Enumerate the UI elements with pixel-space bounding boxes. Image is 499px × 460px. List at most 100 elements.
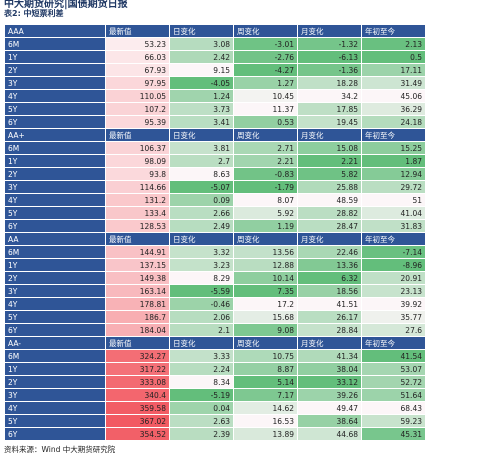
data-row: 4Y 178.81 -0.46 17.2 41.51 39.92 (4, 297, 426, 311)
tenor-label: 5Y (4, 310, 106, 324)
value-cell: 18.56 (297, 284, 362, 298)
value-cell: 33.12 (297, 375, 362, 389)
data-row: 6M 106.37 3.81 2.71 15.08 15.25 (4, 141, 426, 155)
value-cell: 7.35 (233, 284, 298, 298)
data-row: 5Y 107.2 3.73 11.37 17.85 36.29 (4, 102, 426, 116)
value-cell: 34.2 (297, 89, 362, 103)
column-header: 最新值 (105, 232, 170, 246)
column-header: 年初至今 (361, 336, 426, 350)
column-header: 周变化 (233, 24, 298, 38)
value-cell: 97.95 (105, 76, 170, 90)
value-cell: 10.75 (233, 349, 298, 363)
data-row: 6M 144.91 3.32 13.56 22.46 -7.14 (4, 245, 426, 259)
value-cell: 41.34 (297, 349, 362, 363)
value-cell: 186.7 (105, 310, 170, 324)
tenor-label: 6Y (4, 219, 106, 233)
value-cell: 0.09 (169, 193, 234, 207)
value-cell: 5.92 (233, 206, 298, 220)
tenor-label: 4Y (4, 401, 106, 415)
value-cell: 144.91 (105, 245, 170, 259)
value-cell: 19.45 (297, 115, 362, 129)
value-cell: 1.87 (361, 154, 426, 168)
tenor-label: 3Y (4, 180, 106, 194)
value-cell: -8.96 (361, 258, 426, 272)
data-row: 6M 53.23 3.08 -3.01 -1.32 2.13 (4, 37, 426, 51)
value-cell: 28.84 (297, 323, 362, 337)
value-cell: 93.8 (105, 167, 170, 181)
value-cell: 7.17 (233, 388, 298, 402)
tenor-label: 6M (4, 349, 106, 363)
tenor-label: 1Y (4, 50, 106, 64)
value-cell: 9.08 (233, 323, 298, 337)
value-cell: 39.92 (361, 297, 426, 311)
value-cell: 2.21 (233, 154, 298, 168)
value-cell: 149.38 (105, 271, 170, 285)
data-row: 2Y 93.8 8.63 -0.83 5.82 12.94 (4, 167, 426, 181)
value-cell: 6.32 (297, 271, 362, 285)
value-cell: 1.19 (233, 219, 298, 233)
value-cell: 354.52 (105, 427, 170, 441)
value-cell: 3.32 (169, 245, 234, 259)
value-cell: 3.23 (169, 258, 234, 272)
value-cell: -2.76 (233, 50, 298, 64)
data-row: 4Y 359.58 0.04 14.62 49.47 68.43 (4, 401, 426, 415)
value-cell: 107.2 (105, 102, 170, 116)
value-cell: -1.32 (297, 37, 362, 51)
value-cell: 137.15 (105, 258, 170, 272)
value-cell: 15.68 (233, 310, 298, 324)
tenor-label: 6Y (4, 115, 106, 129)
value-cell: 131.2 (105, 193, 170, 207)
value-cell: 0.53 (233, 115, 298, 129)
value-cell: 114.66 (105, 180, 170, 194)
value-cell: 59.23 (361, 414, 426, 428)
value-cell: 5.14 (233, 375, 298, 389)
value-cell: 27.6 (361, 323, 426, 337)
value-cell: 52.72 (361, 375, 426, 389)
tenor-label: 3Y (4, 76, 106, 90)
value-cell: 2.42 (169, 50, 234, 64)
value-cell: 1.27 (233, 76, 298, 90)
value-cell: 13.56 (233, 245, 298, 259)
value-cell: 68.43 (361, 401, 426, 415)
tenor-label: 6Y (4, 427, 106, 441)
value-cell: -0.46 (169, 297, 234, 311)
value-cell: 317.22 (105, 362, 170, 376)
value-cell: -1.36 (297, 63, 362, 77)
value-cell: 3.81 (169, 141, 234, 155)
value-cell: -0.83 (233, 167, 298, 181)
value-cell: 163.14 (105, 284, 170, 298)
value-cell: 8.63 (169, 167, 234, 181)
tenor-label: 2Y (4, 375, 106, 389)
value-cell: 2.66 (169, 206, 234, 220)
value-cell: 29.72 (361, 180, 426, 194)
value-cell: 2.1 (169, 323, 234, 337)
value-cell: 16.53 (233, 414, 298, 428)
value-cell: 2.7 (169, 154, 234, 168)
column-header: 日变化 (169, 128, 234, 142)
value-cell: 8.34 (169, 375, 234, 389)
value-cell: 11.37 (233, 102, 298, 116)
column-header: 周变化 (233, 232, 298, 246)
data-row: 4Y 110.05 1.24 10.45 34.2 45.06 (4, 89, 426, 103)
tenor-label: 1Y (4, 258, 106, 272)
value-cell: 44.68 (297, 427, 362, 441)
value-cell: 340.4 (105, 388, 170, 402)
value-cell: -4.27 (233, 63, 298, 77)
section-header: AA 最新值 日变化 周变化 月变化 年初至今 (4, 232, 426, 246)
value-cell: 53.23 (105, 37, 170, 51)
value-cell: 2.24 (169, 362, 234, 376)
value-cell: 2.13 (361, 37, 426, 51)
tenor-label: 5Y (4, 414, 106, 428)
value-cell: 2.06 (169, 310, 234, 324)
data-row: 1Y 98.09 2.7 2.21 2.21 1.87 (4, 154, 426, 168)
data-row: 5Y 367.02 2.63 16.53 38.64 59.23 (4, 414, 426, 428)
section-name: AA+ (4, 128, 106, 142)
value-cell: 10.45 (233, 89, 298, 103)
source-note: 资料来源：Wind 中大期货研究院 (4, 445, 116, 454)
value-cell: 359.58 (105, 401, 170, 415)
tenor-label: 4Y (4, 193, 106, 207)
value-cell: 1.24 (169, 89, 234, 103)
value-cell: 106.37 (105, 141, 170, 155)
value-cell: 133.4 (105, 206, 170, 220)
